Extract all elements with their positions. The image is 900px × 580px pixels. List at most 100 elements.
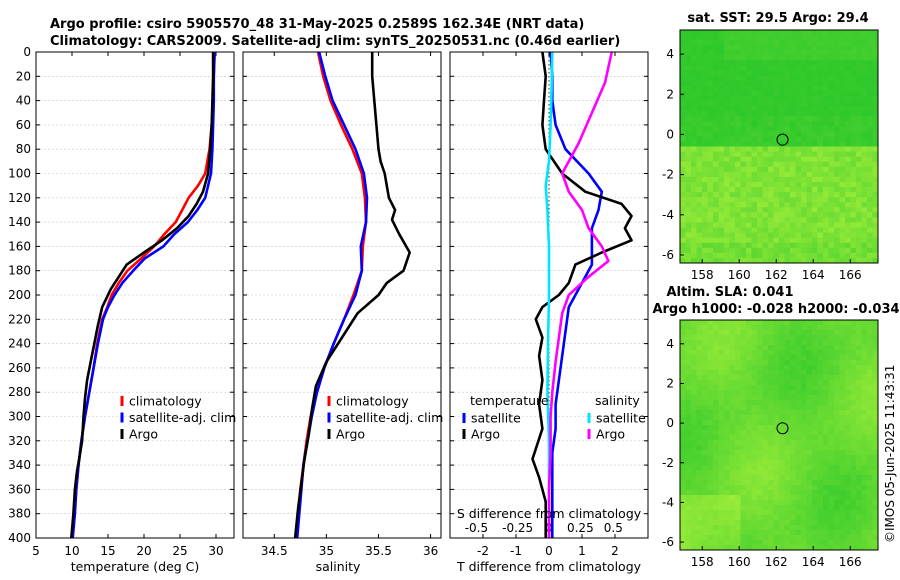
t-difference-xlabel: T difference from climatology: [456, 559, 642, 574]
lat-tick-label: -2: [662, 456, 674, 470]
imos-credit: ©IMOS 05-Jun-2025 11:43:31: [883, 365, 897, 543]
argo-position-marker: [776, 422, 789, 435]
legend-label: Argo: [336, 427, 365, 442]
legend-label: satellite: [471, 411, 521, 426]
x-tick-label: 2: [611, 544, 619, 558]
axes-frame: [449, 51, 649, 539]
x-tick-label: 34.5: [261, 544, 288, 558]
sst-map-title: sat. SST: 29.5 Argo: 29.4: [687, 11, 868, 26]
x-tick-label: 35: [319, 544, 334, 558]
depth-tick-label: 280: [8, 385, 31, 399]
temperature-panel: 0 20 40 60 80 100 120 140 160 180 200 220 240 260 280 3…: [8, 45, 236, 558]
x-tick-label: -2: [477, 544, 489, 558]
lon-tick-label: 158: [691, 268, 714, 282]
legend-label: Argo: [471, 427, 500, 442]
x-tick-label: -1: [510, 544, 522, 558]
depth-tick-label: 20: [16, 69, 31, 83]
legend-label: satellite-adj. clim: [129, 410, 236, 425]
depth-tick-label: 0: [23, 45, 31, 59]
depth-tick-label: 260: [8, 361, 31, 375]
lon-tick-label: 166: [839, 555, 862, 569]
lat-tick-label: 4: [666, 337, 674, 351]
lat-tick-label: 4: [666, 47, 674, 61]
series-line-salinity-satellite: [544, 52, 554, 538]
series-line-salinity-argo: [547, 52, 613, 538]
sst-map-panel: 158 160 162 164 166 4 2 0 -2 -4 -6: [662, 29, 879, 282]
x-tick-label: 15: [100, 544, 115, 558]
legend-label: climatology: [336, 394, 409, 409]
sla-map-title-line1: Altim. SLA: 0.041: [667, 285, 794, 300]
legend-label: Argo: [596, 427, 625, 442]
lat-tick-label: -6: [662, 535, 674, 549]
depth-tick-label: 120: [8, 191, 31, 205]
depth-tick-label: 140: [8, 215, 31, 229]
lat-tick-label: -4: [662, 208, 674, 222]
s-tick-label: 0.25: [567, 521, 594, 535]
x-tick-label: 35.5: [365, 544, 392, 558]
depth-tick-label: 300: [8, 410, 31, 424]
x-tick-label: 20: [136, 544, 151, 558]
figure-title-line1: Argo profile: csiro 5905570_48 31-May-20…: [50, 17, 584, 32]
lat-tick-label: -4: [662, 495, 674, 509]
depth-tick-label: 380: [8, 507, 31, 521]
x-tick-label: 10: [64, 544, 79, 558]
axes-frame: [35, 51, 235, 539]
legend-label: Argo: [129, 427, 158, 442]
depth-tick-label: 200: [8, 288, 31, 302]
depth-tick-label: 400: [8, 531, 31, 545]
s-difference-xlabel: S difference from climatology: [457, 506, 642, 521]
legend-label: satellite: [596, 411, 646, 426]
lon-tick-label: 158: [691, 555, 714, 569]
lon-tick-label: 166: [839, 268, 862, 282]
salinity-xlabel: salinity: [316, 559, 361, 574]
map-frame: [679, 29, 879, 264]
legend-label: climatology: [129, 394, 202, 409]
depth-tick-label: 100: [8, 167, 31, 181]
legend-title-salinity: salinity: [595, 393, 640, 408]
legend-title-temperature: temperature: [470, 393, 549, 408]
depth-tick-label: 40: [16, 94, 31, 108]
sla-map-panel: 158 160 162 164 166 4 2 0 -2 -4 -6: [662, 319, 879, 569]
s-tick-label: -0.25: [502, 521, 533, 535]
s-tick-label: 0.5: [604, 521, 623, 535]
lon-tick-label: 164: [802, 555, 825, 569]
x-tick-label: 0: [545, 544, 553, 558]
series-line-temperature-satellite: [549, 52, 604, 538]
depth-tick-label: 240: [8, 337, 31, 351]
lon-tick-label: 160: [728, 268, 751, 282]
depth-tick-label: 160: [8, 239, 31, 253]
lon-tick-label: 162: [765, 555, 788, 569]
s-tick-label: -0.5: [465, 521, 488, 535]
depth-tick-label: 60: [16, 118, 31, 132]
figure-title-line2: Climatology: CARS2009. Satellite-adj cli…: [50, 34, 620, 49]
x-tick-label: 30: [208, 544, 223, 558]
lat-tick-label: 0: [666, 127, 674, 141]
temperature-xlabel: temperature (deg C): [71, 559, 200, 574]
depth-tick-label: 220: [8, 312, 31, 326]
lon-tick-label: 160: [728, 555, 751, 569]
depth-tick-label: 360: [8, 482, 31, 496]
lat-tick-label: 0: [666, 416, 674, 430]
depth-tick-label: 80: [16, 142, 31, 156]
series-line-argo: [293, 52, 411, 538]
x-tick-label: 1: [578, 544, 586, 558]
lon-tick-label: 164: [802, 268, 825, 282]
lat-tick-label: -6: [662, 248, 674, 262]
map-frame: [679, 319, 879, 551]
x-tick-label: 36: [423, 544, 438, 558]
lat-tick-label: 2: [666, 87, 674, 101]
legend-label: satellite-adj. clim: [336, 410, 443, 425]
axes-frame: [242, 51, 442, 539]
depth-tick-label: 340: [8, 458, 31, 472]
x-tick-label: 5: [32, 544, 40, 558]
argo-position-marker: [776, 133, 789, 146]
depth-tick-label: 320: [8, 434, 31, 448]
sla-map-title-line2: Argo h1000: -0.028 h2000: -0.034: [652, 302, 899, 317]
x-tick-label: 25: [172, 544, 187, 558]
series-line-argo: [70, 52, 215, 538]
lon-tick-label: 162: [765, 268, 788, 282]
lat-tick-label: -2: [662, 168, 674, 182]
